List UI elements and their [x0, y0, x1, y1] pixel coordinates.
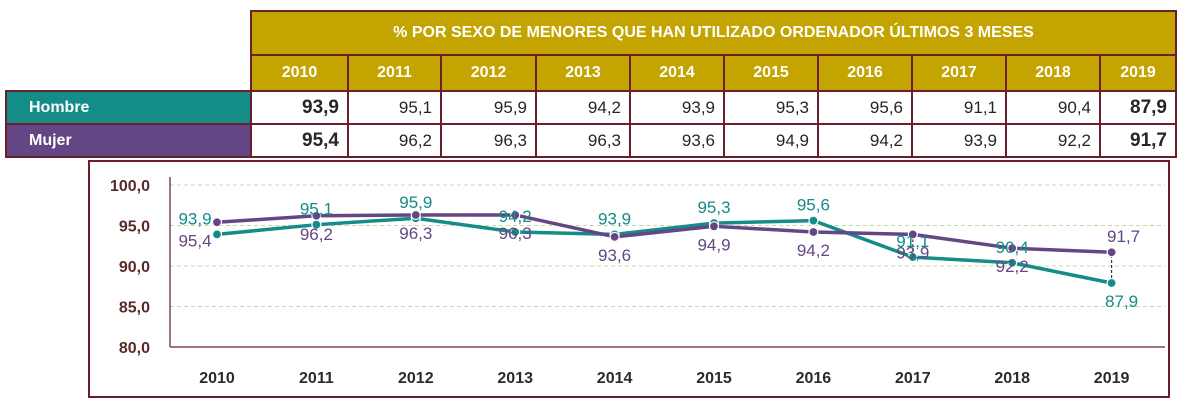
row-label-hombre: Hombre	[5, 90, 252, 125]
year-header: 2013	[535, 54, 631, 92]
x-tick-label: 2016	[796, 370, 832, 387]
year-header: 2014	[629, 54, 725, 92]
year-header: 2010	[250, 54, 349, 92]
point-hombre	[510, 226, 521, 238]
table-row-mujer: Mujer 95,4 96,2 96,3 96,3 93,6 94,9 94,2…	[5, 123, 1177, 158]
point-mujer	[808, 226, 819, 238]
series-line-hombre	[216, 216, 1112, 285]
point-mujer	[211, 217, 223, 228]
table-cell: 87,9	[1099, 90, 1177, 125]
table-cell: 95,3	[723, 90, 819, 125]
y-tick-label: 100,0	[110, 178, 150, 195]
point-mujer	[1007, 243, 1018, 254]
table-cell: 92,2	[1005, 123, 1101, 158]
table-row-hombre: Hombre 93,9 95,1 95,9 94,2 93,9 95,3 95,…	[5, 90, 1177, 125]
data-label-mujer: 95,4	[178, 231, 211, 250]
point-mujer	[410, 209, 421, 221]
corner-blank	[6, 11, 251, 55]
table-cell: 96,3	[535, 123, 631, 158]
x-tick-label: 2015	[696, 370, 732, 387]
data-label-mujer: 93,9	[896, 243, 929, 262]
year-header: 2018	[1005, 54, 1101, 92]
x-tick-label: 2010	[199, 370, 235, 387]
series-line-mujer	[216, 213, 1112, 254]
data-label-mujer: 96,3	[499, 224, 532, 243]
data-label-hombre: 95,3	[697, 198, 730, 217]
data-label-hombre: 93,9	[178, 209, 211, 228]
point-hombre	[211, 229, 223, 240]
point-hombre	[1106, 277, 1117, 289]
y-tick-label: 85,0	[119, 300, 150, 317]
data-label-hombre: 87,9	[1105, 292, 1138, 311]
data-label-mujer: 94,9	[697, 235, 730, 254]
table-cell: 96,2	[347, 123, 442, 158]
point-mujer	[311, 210, 322, 221]
data-label-hombre: 95,1	[300, 200, 333, 219]
corner-blank	[6, 55, 251, 91]
table-cell: 95,1	[347, 90, 442, 125]
table-cell: 95,9	[440, 90, 537, 125]
table-cell: 93,9	[911, 123, 1007, 158]
point-mujer	[609, 231, 620, 242]
year-header: 2019	[1099, 54, 1177, 92]
point-mujer	[708, 221, 720, 232]
x-tick-label: 2017	[895, 370, 931, 387]
data-label-mujer: 96,2	[300, 225, 333, 244]
row-label-mujer: Mujer	[5, 123, 252, 158]
year-header: 2016	[817, 54, 913, 92]
table-cell: 96,3	[440, 123, 537, 158]
x-tick-label: 2012	[398, 370, 434, 387]
table-cell: 93,6	[629, 123, 725, 158]
table-cell: 95,4	[250, 123, 349, 158]
table-cell: 91,7	[1099, 123, 1177, 158]
x-tick-label: 2018	[994, 370, 1030, 387]
data-label-mujer: 92,2	[996, 257, 1029, 276]
x-tick-label: 2019	[1094, 370, 1130, 387]
table-title: % POR SEXO DE MENORES QUE HAN UTILIZADO …	[250, 10, 1177, 56]
table-cell: 93,9	[250, 90, 349, 125]
data-label-mujer: 91,7	[1107, 227, 1140, 246]
point-hombre	[1007, 257, 1018, 268]
table-cell: 95,6	[817, 90, 913, 125]
point-mujer	[1106, 247, 1117, 258]
x-tick-label: 2011	[299, 370, 334, 387]
year-header: 2012	[440, 54, 537, 92]
table-cell: 94,9	[723, 123, 819, 158]
y-tick-label: 95,0	[119, 219, 150, 236]
point-hombre	[907, 251, 918, 263]
table-cell: 93,9	[629, 90, 725, 125]
data-table: % POR SEXO DE MENORES QUE HAN UTILIZADO …	[5, 10, 1177, 158]
chart-frame	[88, 160, 1170, 398]
point-mujer	[510, 209, 521, 221]
y-tick-label: 90,0	[119, 259, 150, 276]
year-header: 2011	[347, 54, 442, 92]
table-cell: 94,2	[817, 123, 913, 158]
year-header: 2017	[911, 54, 1007, 92]
data-label-mujer: 93,6	[598, 246, 631, 265]
year-header: 2015	[723, 54, 819, 92]
data-label-mujer: 96,3	[399, 224, 432, 243]
x-tick-label: 2014	[597, 370, 633, 387]
table-cell: 94,2	[535, 90, 631, 125]
point-hombre	[808, 215, 819, 226]
data-label-hombre: 95,6	[797, 196, 830, 215]
data-label-hombre: 91,1	[896, 232, 929, 251]
data-label-hombre: 93,9	[598, 209, 631, 228]
y-tick-label: 80,0	[119, 340, 150, 357]
point-mujer	[907, 229, 918, 240]
table-cell: 90,4	[1005, 90, 1101, 125]
data-label-hombre: 90,4	[996, 238, 1029, 257]
table-cell: 91,1	[911, 90, 1007, 125]
data-label-hombre: 95,9	[399, 193, 432, 212]
x-tick-label: 2013	[497, 370, 533, 387]
data-label-mujer: 94,2	[797, 241, 830, 260]
data-label-hombre: 94,2	[499, 207, 532, 226]
